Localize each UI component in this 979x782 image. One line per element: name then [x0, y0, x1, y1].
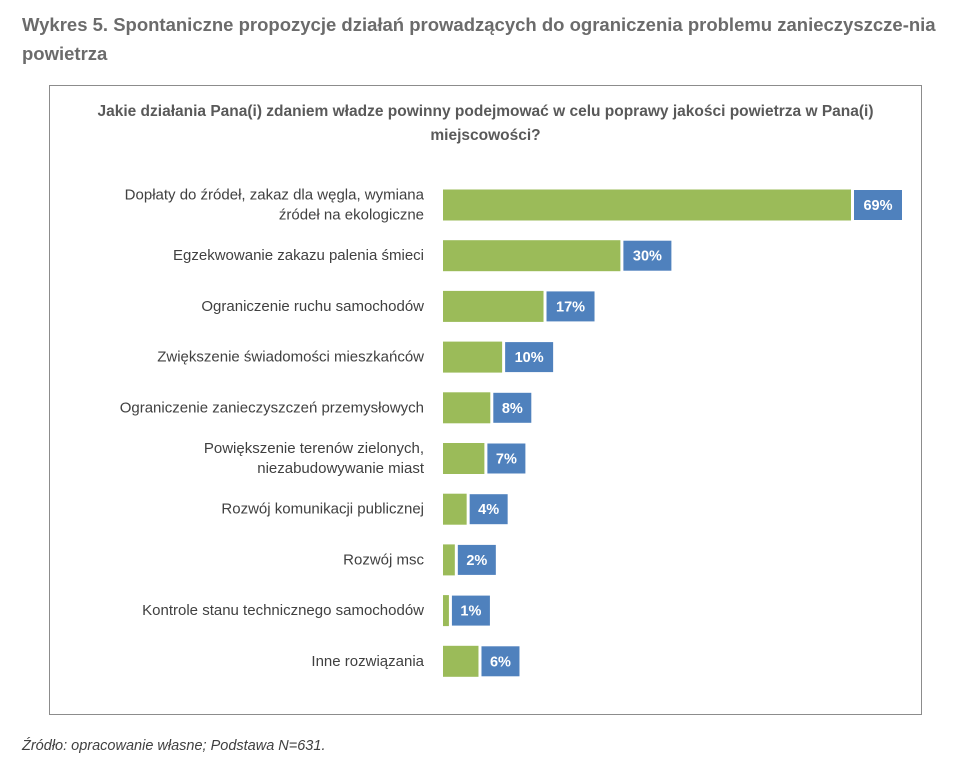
- bar-4: [443, 392, 491, 424]
- bar-3: [443, 341, 503, 373]
- category-label-3: Zwiększenie świadomości mieszkańców: [157, 349, 424, 366]
- chart-frame: [49, 85, 922, 715]
- category-label-7: Rozwój msc: [343, 551, 424, 568]
- source-note: Źródło: opracowanie własne; Podstawa N=6…: [22, 738, 326, 754]
- value-label-box-5: [487, 443, 526, 474]
- value-label-box-1: [623, 240, 672, 271]
- category-label-6: Rozwój komunikacji publicznej: [221, 501, 424, 518]
- figure-title: Wykres 5. Spontaniczne propozycje działa…: [22, 14, 936, 64]
- category-label-0-line-1: źródeł na ekologiczne: [279, 207, 424, 224]
- value-label-7: 2%: [466, 553, 487, 569]
- category-label-2: Ograniczenie ruchu samochodów: [201, 298, 424, 315]
- bar-6: [443, 493, 467, 525]
- bar-5: [443, 443, 485, 474]
- bar-8: [443, 595, 449, 627]
- value-label-5: 7%: [496, 452, 517, 468]
- category-label-5-line-1: niezabudowywanie miast: [257, 460, 425, 477]
- value-label-box-9: [481, 646, 520, 677]
- category-label-5-line-0: Powiększenie terenów zielonych,: [204, 440, 424, 457]
- category-label-4: Ograniczenie zanieczyszczeń przemysłowyc…: [120, 399, 424, 416]
- value-label-4: 8%: [502, 401, 523, 417]
- value-label-8: 1%: [460, 604, 481, 620]
- value-label-9: 6%: [490, 654, 511, 670]
- value-label-6: 4%: [478, 502, 499, 518]
- bar-7: [443, 544, 455, 576]
- value-label-3: 10%: [515, 350, 544, 366]
- category-label-1: Egzekwowanie zakazu palenia śmieci: [173, 247, 424, 264]
- value-label-0: 69%: [863, 198, 892, 214]
- value-label-1: 30%: [633, 249, 662, 265]
- bar-0: [443, 189, 851, 221]
- category-label-9: Inne rozwiązania: [311, 653, 424, 670]
- value-label-box-7: [457, 544, 496, 575]
- category-label-8: Kontrole stanu technicznego samochodów: [142, 602, 424, 619]
- value-label-box-4: [493, 392, 532, 423]
- bar-2: [443, 290, 544, 322]
- value-label-box-0: [854, 190, 902, 220]
- chart-title: Jakie działania Pana(i) zdaniem władze p…: [97, 103, 874, 144]
- category-label-0-line-0: Dopłaty do źródeł, zakaz dla węgla, wymi…: [125, 187, 425, 204]
- value-label-box-3: [505, 342, 554, 373]
- bar-1: [443, 240, 621, 272]
- value-label-box-2: [546, 291, 595, 322]
- value-label-box-6: [469, 494, 508, 525]
- value-label-2: 17%: [556, 299, 585, 315]
- bar-9: [443, 645, 479, 677]
- value-label-box-8: [451, 595, 490, 626]
